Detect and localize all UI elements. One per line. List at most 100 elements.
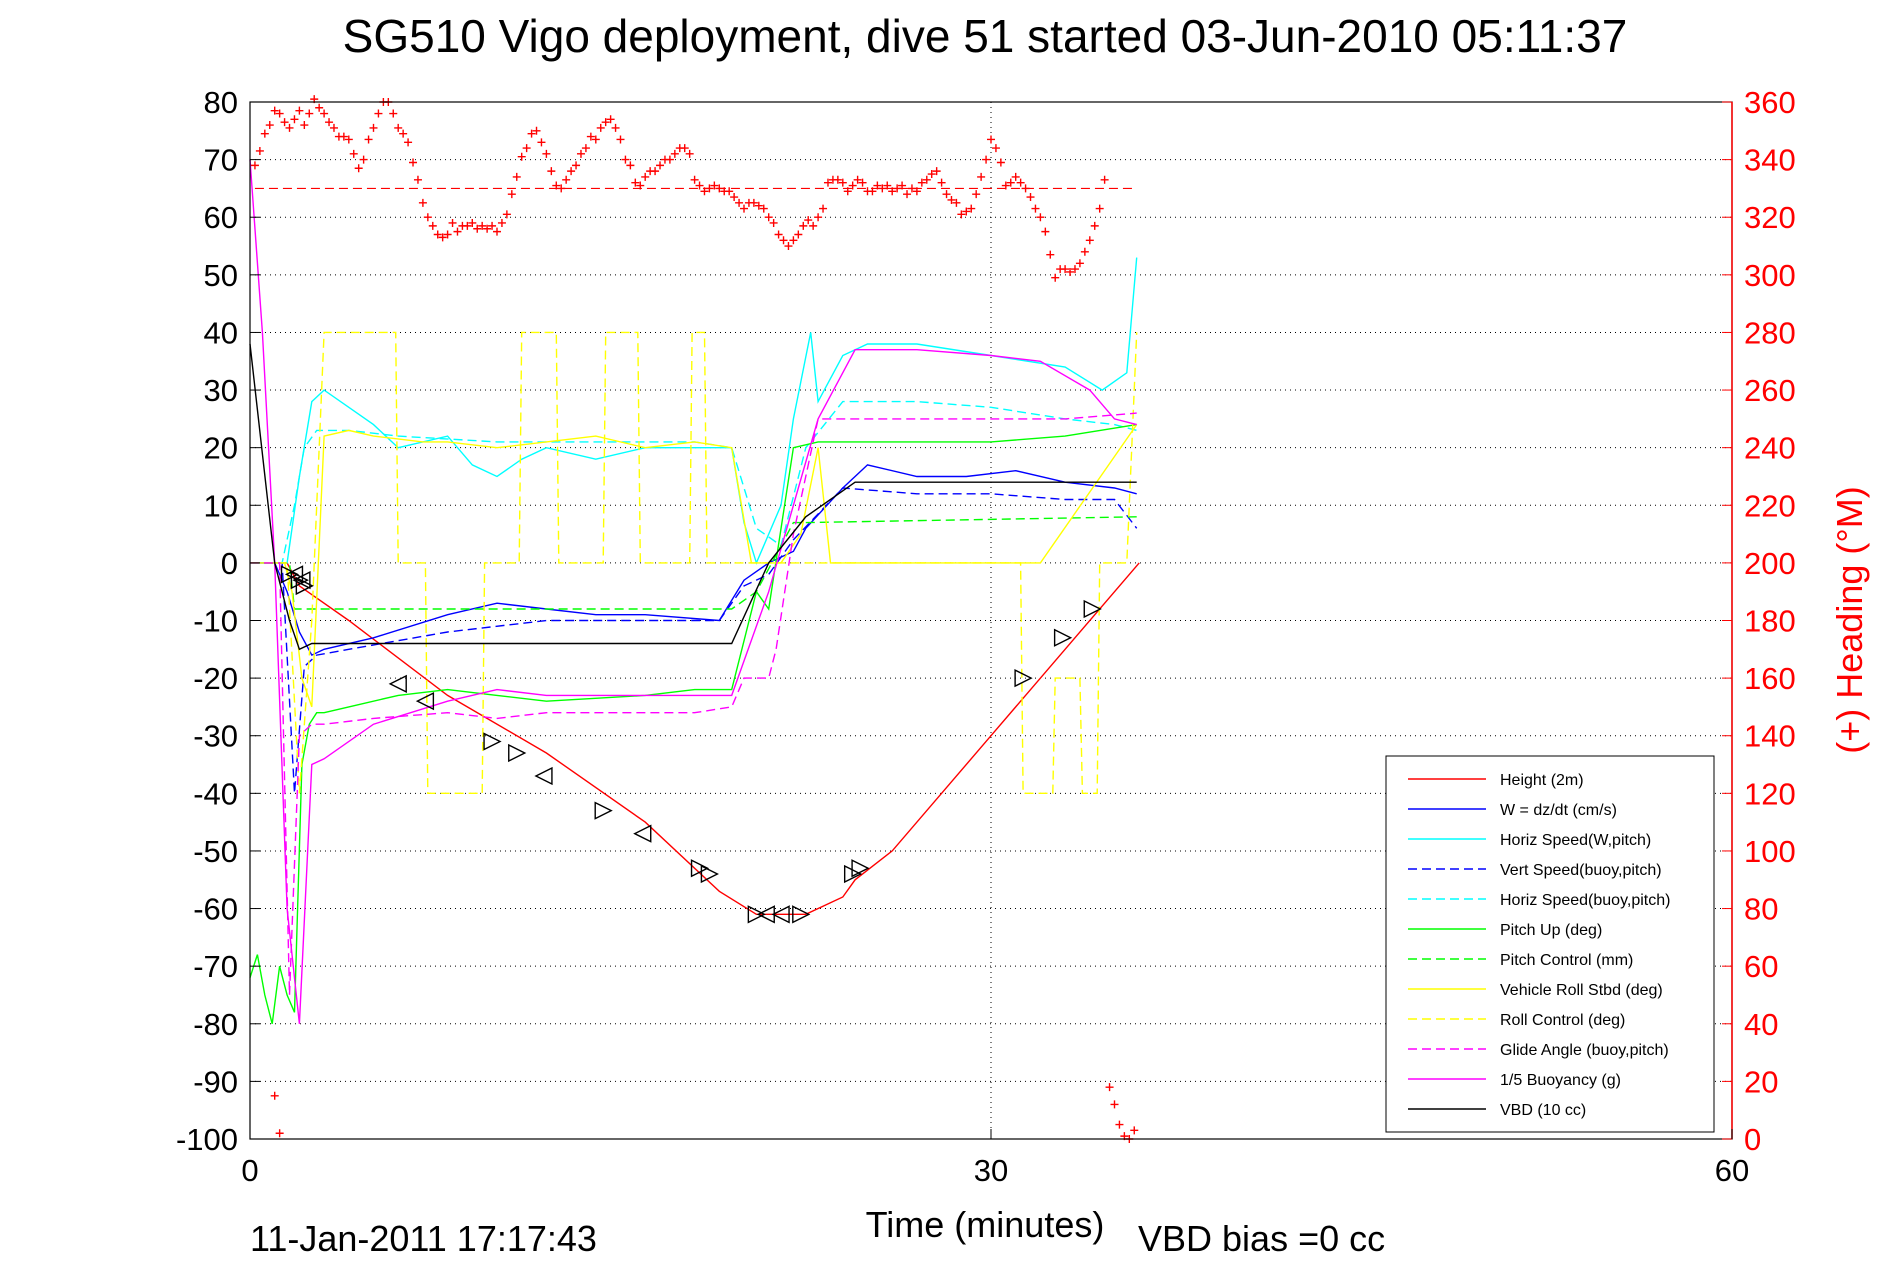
heading-point — [690, 175, 699, 184]
heading-point — [799, 221, 808, 230]
legend-label: Pitch Up (deg) — [1500, 922, 1602, 939]
heading-point — [255, 146, 264, 155]
heading-point — [1090, 221, 1099, 230]
heading-point — [730, 193, 739, 202]
heading-point — [626, 161, 635, 170]
heading-point — [359, 155, 368, 164]
heading-point — [1105, 1083, 1114, 1092]
heading-point — [779, 236, 788, 245]
heading-point — [537, 138, 546, 147]
heading-point — [907, 184, 916, 193]
heading-point — [1041, 227, 1050, 236]
heading-point — [542, 149, 551, 158]
heading-point — [1130, 1126, 1139, 1135]
y-tick-label: -20 — [193, 661, 238, 696]
heading-point — [888, 187, 897, 196]
heading-point — [522, 144, 531, 153]
heading-point — [507, 190, 516, 199]
heading-point — [275, 1129, 284, 1138]
y-tick-label: 20 — [204, 431, 238, 466]
heading-point — [527, 129, 536, 138]
marker-right — [690, 859, 710, 878]
heading-point — [809, 221, 818, 230]
heading-point — [685, 149, 694, 158]
series-line-11 — [249, 343, 1137, 651]
legend-label: Horiz Speed(buoy,pitch) — [1500, 892, 1670, 909]
y2-tick-label: 0 — [1744, 1122, 1761, 1157]
heading-point — [611, 123, 620, 132]
heading-point — [483, 224, 492, 233]
heading-point — [641, 172, 650, 181]
heading-point — [339, 132, 348, 141]
heading-point — [394, 123, 403, 132]
heading-point — [764, 213, 773, 222]
heading-point — [270, 106, 279, 115]
marker-right — [280, 565, 300, 584]
marker-left — [284, 565, 304, 584]
marker-left — [633, 824, 652, 843]
heading-point — [868, 187, 877, 196]
heading-point — [280, 118, 289, 127]
heading-point — [591, 135, 600, 144]
marker-left — [534, 766, 553, 786]
heading-point — [478, 221, 487, 230]
legend-label: Glide Angle (buoy,pitch) — [1500, 1042, 1669, 1059]
marker-right — [1014, 668, 1033, 688]
heading-point — [1021, 184, 1030, 193]
y-tick-label: 10 — [204, 488, 238, 523]
heading-point — [962, 207, 971, 216]
series-line-0 — [250, 562, 1140, 915]
legend-label: Pitch Control (mm) — [1500, 952, 1633, 969]
heading-point — [898, 181, 907, 190]
legend-box — [1385, 755, 1715, 1133]
heading-point — [1110, 1100, 1119, 1109]
heading-point — [364, 135, 373, 144]
heading-point — [1011, 172, 1020, 181]
marker-left — [771, 905, 790, 924]
marker-right — [747, 905, 766, 924]
heading-point — [665, 155, 674, 164]
y2-tick-label: 100 — [1744, 834, 1796, 869]
heading-point — [423, 213, 432, 222]
heading-point — [275, 109, 284, 118]
heading-point — [586, 132, 595, 141]
heading-point — [413, 175, 422, 184]
x-tick-label: 30 — [974, 1153, 1008, 1188]
heading-point — [374, 109, 383, 118]
heading-point — [1006, 178, 1015, 187]
y-tick-label: 80 — [204, 85, 238, 120]
heading-point — [300, 121, 309, 130]
heading-point — [305, 109, 314, 118]
heading-point — [517, 152, 526, 161]
heading-point — [1085, 236, 1094, 245]
legend-label: Vehicle Roll Stbd (deg) — [1500, 982, 1663, 999]
y2-tick-label: 180 — [1744, 604, 1796, 639]
y-tick-label: -80 — [193, 1007, 238, 1042]
heading-point — [740, 204, 748, 213]
heading-point — [616, 135, 625, 144]
y-tick-label: -100 — [176, 1122, 238, 1157]
series-line-5 — [249, 423, 1137, 1024]
y-tick-label: -70 — [193, 949, 238, 984]
right-y-axis: 3603403203002802602402202001801601401201… — [1722, 85, 1796, 1157]
series-layer — [249, 159, 1140, 1024]
heading-point — [769, 218, 778, 227]
y2-tick-label: 80 — [1744, 892, 1778, 927]
heading-point — [942, 190, 951, 199]
heading-point — [957, 210, 966, 219]
marker-left — [415, 692, 435, 711]
y-tick-label: -40 — [193, 776, 238, 811]
heading-point — [295, 106, 304, 115]
heading-point — [621, 155, 630, 164]
heading-point — [1031, 204, 1040, 213]
heading-point — [399, 129, 408, 138]
y2-tick-label: 300 — [1744, 258, 1796, 293]
heading-point — [819, 204, 828, 213]
heading-point — [320, 109, 329, 118]
y-tick-label: 0 — [221, 546, 238, 581]
heading-layer — [251, 95, 1139, 1143]
heading-point — [996, 158, 1005, 167]
heading-point — [1095, 204, 1104, 213]
heading-point — [749, 198, 758, 207]
legend-label: Roll Control (deg) — [1500, 1012, 1625, 1029]
